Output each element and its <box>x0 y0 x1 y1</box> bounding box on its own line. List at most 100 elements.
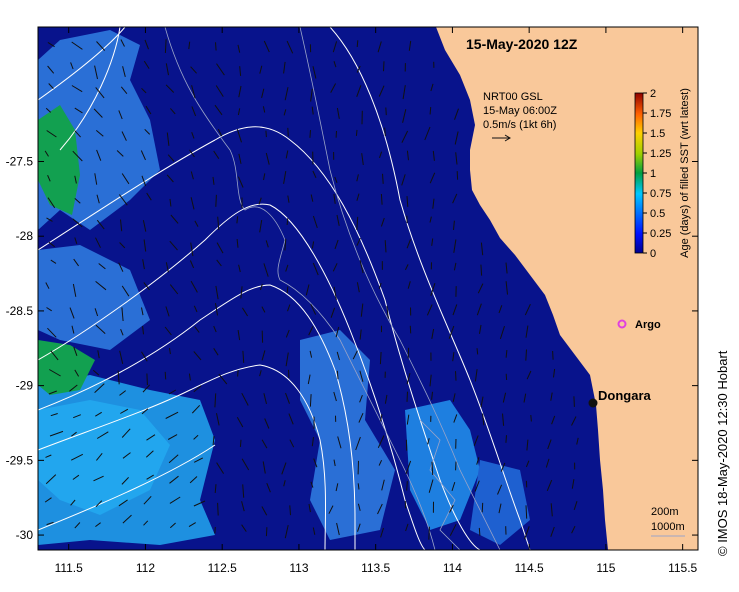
argo-icon[interactable] <box>617 319 627 329</box>
current-arrow-icon <box>258 197 262 205</box>
current-arrow-icon <box>46 130 57 138</box>
current-arrow-icon <box>73 346 78 356</box>
current-arrow-icon <box>261 506 268 516</box>
current-arrow-icon <box>190 242 194 257</box>
current-arrow-icon <box>405 460 412 475</box>
current-arrow-icon <box>145 450 154 458</box>
current-arrow-icon <box>406 150 409 161</box>
current-arrow-icon <box>259 220 263 233</box>
current-arrow-icon <box>261 350 266 361</box>
current-arrow-icon <box>47 197 56 209</box>
current-arrow-icon <box>116 150 124 157</box>
current-arrow-icon <box>238 85 242 98</box>
current-arrow-icon <box>122 452 131 459</box>
current-arrow-icon <box>449 504 454 513</box>
current-arrow-icon <box>217 128 223 137</box>
dongara-label: Dongara <box>598 388 652 403</box>
current-arrow-icon <box>263 40 270 53</box>
isobath-1000m <box>164 27 436 550</box>
current-arrow-icon <box>451 481 456 492</box>
current-arrow-icon <box>334 176 338 183</box>
current-arrow-icon <box>216 413 220 426</box>
current-arrow-icon <box>309 130 311 138</box>
current-arrow-icon <box>120 408 129 414</box>
current-arrow-icon <box>265 152 270 165</box>
current-arrow-icon <box>429 107 432 115</box>
current-arrow-icon <box>169 198 172 207</box>
current-arrow-icon <box>478 527 481 536</box>
current-arrow-icon <box>143 239 147 252</box>
current-arrow-icon <box>164 371 167 380</box>
current-arrow-icon <box>381 479 385 491</box>
current-arrow-icon <box>262 461 266 474</box>
current-arrow-icon <box>169 496 181 504</box>
contour-line <box>38 27 126 101</box>
current-arrow-icon <box>46 307 52 312</box>
current-arrow-icon <box>525 349 527 361</box>
current-arrow-icon <box>215 303 218 316</box>
dongara-marker[interactable]: Dongara <box>588 388 652 408</box>
current-arrow-icon <box>50 350 59 361</box>
colorbar-tick-label: 1.5 <box>650 128 665 140</box>
colorbar-tick-label: 1 <box>650 168 656 180</box>
current-arrow-icon <box>377 503 383 515</box>
current-arrow-icon <box>142 259 145 270</box>
argo-float-marker[interactable]: Argo <box>617 319 661 331</box>
current-arrow-icon <box>73 414 81 419</box>
contour-line <box>329 27 531 550</box>
current-arrow-icon <box>143 282 150 291</box>
current-arrow-icon <box>312 66 317 79</box>
current-arrow-icon <box>356 237 361 246</box>
current-arrow-icon <box>356 282 360 293</box>
current-arrow-icon <box>357 483 360 490</box>
current-arrow-icon <box>191 132 195 139</box>
current-arrow-icon <box>285 264 289 272</box>
current-arrow-icon <box>335 483 339 492</box>
current-arrow-icon <box>167 434 178 440</box>
current-arrow-icon <box>193 457 204 463</box>
current-arrow-icon <box>379 351 382 365</box>
colorbar-ticks: 0 0.25 0.5 0.75 1 1.25 1.5 1.75 2 <box>643 88 671 260</box>
current-arrow-icon <box>310 481 314 488</box>
current-arrow-icon <box>95 522 101 527</box>
current-arrow-icon <box>265 527 268 537</box>
current-arrow-icon <box>216 259 222 267</box>
colorbar: 0 0.25 0.5 0.75 1 1.25 1.5 1.75 2 Age (days) of … <box>634 88 691 260</box>
current-arrow-icon <box>72 474 80 480</box>
current-arrow-icon <box>141 351 148 362</box>
patch-west-mid <box>38 245 150 350</box>
current-arrow-icon <box>547 439 552 450</box>
depth-legend-200m: 200m <box>651 506 679 518</box>
current-arrow-icon <box>333 61 337 68</box>
current-arrow-icon <box>288 413 294 425</box>
y-tick-label: -30 <box>16 528 34 542</box>
current-arrow-icon <box>497 484 503 495</box>
depth-legend-1000m: 1000m <box>651 521 685 533</box>
current-arrow-icon <box>359 370 364 382</box>
current-arrow-icon <box>289 505 291 516</box>
current-arrow-icon <box>49 369 61 377</box>
current-arrow-icon <box>523 393 527 403</box>
current-arrow-icon <box>165 306 170 317</box>
current-arrow-icon <box>121 307 124 322</box>
current-arrow-icon <box>384 127 386 137</box>
current-arrow-icon <box>406 372 411 385</box>
current-arrow-icon <box>216 242 224 254</box>
current-arrow-icon <box>188 522 196 528</box>
current-arrow-icon <box>428 479 434 493</box>
current-arrow-icon <box>498 305 503 314</box>
current-arrow-icon <box>237 330 241 341</box>
current-arrow-icon <box>480 264 483 276</box>
current-arrow-icon <box>120 329 124 336</box>
current-arrow-icon <box>429 172 436 184</box>
current-arrow-icon <box>170 214 179 224</box>
town-dot-icon[interactable] <box>588 398 598 408</box>
current-arrow-icon <box>359 260 364 274</box>
current-arrow-icon <box>141 175 147 187</box>
current-arrow-icon <box>382 173 384 184</box>
current-arrow-icon <box>379 151 383 159</box>
current-arrow-icon <box>213 348 219 356</box>
current-arrow-icon <box>95 237 101 248</box>
current-arrow-icon <box>284 524 289 539</box>
current-arrow-icon <box>385 107 387 116</box>
